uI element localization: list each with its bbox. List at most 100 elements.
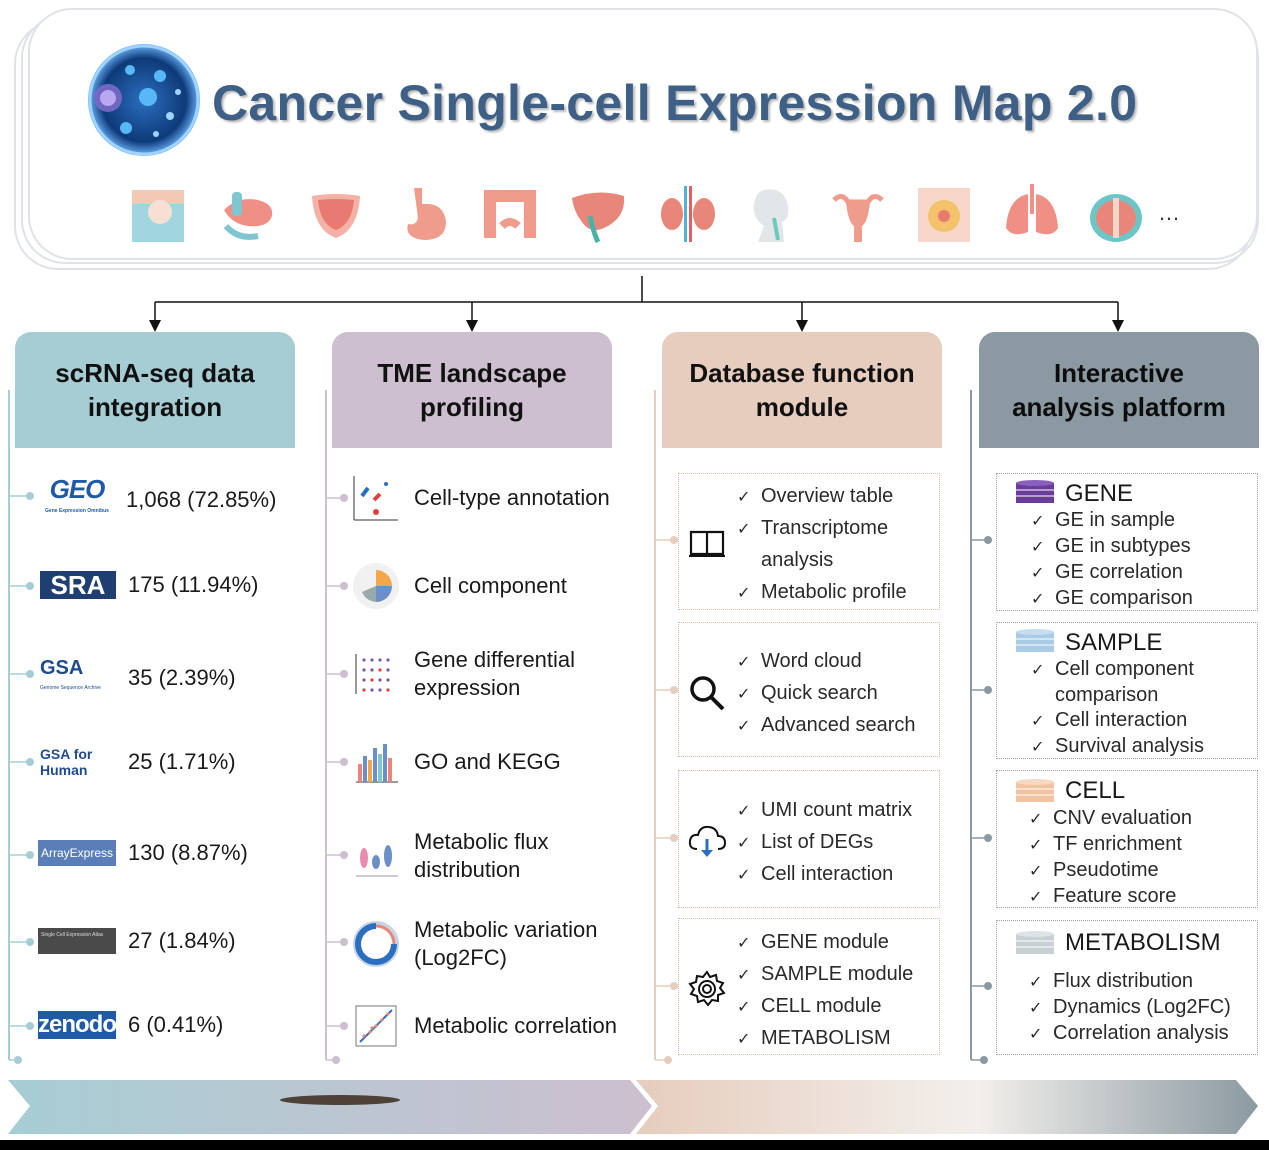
database-item: ✓ Word cloud xyxy=(737,650,862,672)
source-row-zenodo: zenodo 6 (0.41%) xyxy=(38,1011,223,1039)
umap-annotation-icon xyxy=(353,476,398,521)
database-group-overview: ✓ Overview table ✓ Transcriptome analysis … xyxy=(678,473,940,610)
column-header-platform: Interactive analysis platform xyxy=(979,332,1259,448)
sample-database-icon xyxy=(1016,629,1054,652)
tme-item-annotation: Cell-type annotation xyxy=(352,474,610,522)
integration-title-line2: integration xyxy=(87,392,223,422)
database-item: ✓ Cell interaction xyxy=(737,863,894,885)
organ-icon-strip xyxy=(128,182,1208,252)
tme-rail xyxy=(325,390,327,1060)
tme-label: Metabolic flux distribution xyxy=(414,829,549,882)
database-item: ✓ Overview table xyxy=(737,485,894,507)
source-row-geo: GEO Gene Expression Omnibus 1,068 (72.85%… xyxy=(40,474,277,522)
tme-title-line2: profiling xyxy=(420,392,524,422)
tme-label: GO and KEGG xyxy=(414,749,561,774)
sc-atlas-logo: Single Cell Expression Atlas xyxy=(38,928,116,954)
bottom-arrow-band xyxy=(8,1080,1258,1134)
source-count: 25 (1.71%) xyxy=(128,749,236,774)
gear-icon xyxy=(688,970,726,1007)
database-group-download: ✓ UMI count matrix ✓ List of DEGs ✓ Cell in… xyxy=(678,770,940,908)
database-item: ✓ List of DEGs xyxy=(737,831,874,853)
uterus-icon xyxy=(832,194,884,242)
platform-module-items: ✓ GE in sample ✓ GE in subtypes ✓ GE correl… xyxy=(1031,509,1193,609)
source-count: 35 (2.39%) xyxy=(128,665,236,690)
gsa-human-logo: GSA for Human xyxy=(40,746,93,778)
platform-module-title: GENE xyxy=(1065,480,1134,507)
zenodo-logo: zenodo xyxy=(38,1011,117,1039)
source-count: 175 (11.94%) xyxy=(128,572,259,597)
database-item: analysis xyxy=(761,549,834,571)
tme-label: Metabolic correlation xyxy=(414,1013,617,1038)
magnifier-icon xyxy=(690,676,725,711)
source-row-sra: SRA 175 (11.94%) xyxy=(40,571,258,599)
violin-plot-icon xyxy=(356,845,398,877)
integration-title-line1: scRNA-seq data xyxy=(55,358,255,388)
database-item: ✓ GENE module xyxy=(737,931,889,953)
lung-icon xyxy=(1006,184,1058,235)
circular-plot-icon xyxy=(353,921,399,967)
source-row-sc-atlas: Single Cell Expression Atlas 27 (1.84%) xyxy=(38,928,236,954)
dot-plot-icon xyxy=(355,654,390,694)
colon-icon xyxy=(484,190,536,238)
tme-item-variation: Metabolic variation (Log2FC) xyxy=(352,916,597,972)
tme-label: Gene differential expression xyxy=(414,647,576,700)
pie-component-icon xyxy=(353,563,399,609)
source-count: 27 (1.84%) xyxy=(128,928,236,953)
platform-title-line1: Interactive xyxy=(1053,358,1185,388)
platform-module-title: METABOLISM xyxy=(1065,929,1221,956)
database-group-modules: ✓ GENE module ✓ SAMPLE module ✓ CELL module… xyxy=(678,918,940,1055)
tme-title-line1: TME landscape xyxy=(377,358,567,388)
database-item: ✓ SAMPLE module xyxy=(737,963,914,985)
tme-item-correlation: Metabolic correlation xyxy=(352,1002,617,1050)
platform-module-cell: CELL ✓ CNV evaluation ✓ TF enrichment ✓ Pse… xyxy=(996,770,1258,908)
platform-module-items: ✓ CNV evaluation ✓ TF enrichment ✓ Pseudoti… xyxy=(1029,807,1192,907)
integration-rail xyxy=(8,390,10,1060)
page-title: Cancer Single-cell Expression Map 2.0 xyxy=(212,75,1138,131)
platform-module-items: ✓ Flux distribution ✓ Dynamics (Log2FC) ✓ C… xyxy=(1029,970,1231,1044)
database-item: ✓ Advanced search xyxy=(737,714,916,736)
database-item: ✓ Transcriptome xyxy=(737,517,889,539)
platform-module-title: SAMPLE xyxy=(1065,629,1163,656)
cloud-download-icon xyxy=(688,825,727,857)
tme-label: Cell component xyxy=(414,573,567,598)
skin-icon xyxy=(132,190,184,242)
platform-module-sample: SAMPLE ✓ Cell component comparison ✓ Cell … xyxy=(996,622,1258,759)
database-item: ✓ METABOLISM xyxy=(737,1027,891,1049)
platform-module-metabolism: METABOLISM ✓ Flux distribution ✓ Dynamics … xyxy=(996,920,1258,1055)
platform-module-items: ✓ Cell component comparison ✓ Cell interac… xyxy=(1031,658,1204,757)
source-count: 6 (0.41%) xyxy=(128,1012,224,1037)
geo-logo: GEO Gene Expression Omnibus xyxy=(45,474,109,514)
scatter-correlation-icon xyxy=(355,1005,397,1047)
column-header-integration: scRNA-seq data integration xyxy=(15,332,295,448)
column-header-database: Database function module xyxy=(662,332,942,448)
stomach-icon xyxy=(407,188,446,240)
arrayexpress-logo: ArrayExpress xyxy=(38,840,116,866)
source-row-gsa-human: GSA for Human 25 (1.71%) xyxy=(40,746,236,778)
platform-module-gene: GENE ✓ GE in sample ✓ GE in subtypes ✓ GE c… xyxy=(996,473,1258,611)
pancreas-icon xyxy=(223,192,273,240)
platform-title-line2: analysis platform xyxy=(1012,392,1226,422)
more-organs-ellipsis: … xyxy=(1158,200,1180,225)
database-title-line1: Database function xyxy=(689,358,915,388)
gene-database-icon xyxy=(1016,480,1054,503)
metabolism-database-icon xyxy=(1016,931,1054,954)
tme-label: Cell-type annotation xyxy=(414,485,610,510)
gsa-logo: GSA Genome Sequence Archive xyxy=(40,657,101,691)
tme-item-component: Cell component xyxy=(352,562,567,610)
tme-item-dge: Gene differential expression xyxy=(352,646,575,702)
database-item: ✓ UMI count matrix xyxy=(737,799,913,821)
platform-module-title: CELL xyxy=(1065,777,1126,804)
database-item: ✓ CELL module xyxy=(737,995,882,1017)
database-rail xyxy=(654,390,656,1060)
database-title-line2: module xyxy=(755,392,849,422)
tme-label: Metabolic variation (Log2FC) xyxy=(414,917,598,970)
source-count: 1,068 (72.85%) xyxy=(126,487,277,512)
prostate-icon xyxy=(1090,194,1142,242)
bottom-black-bar xyxy=(0,1140,1269,1150)
platform-rail xyxy=(970,390,972,1060)
liver-icon xyxy=(572,192,625,244)
bladder-icon xyxy=(312,194,360,238)
connector-lines xyxy=(149,276,1124,332)
book-icon xyxy=(689,530,725,557)
tme-item-go-kegg: GO and KEGG xyxy=(352,738,561,786)
